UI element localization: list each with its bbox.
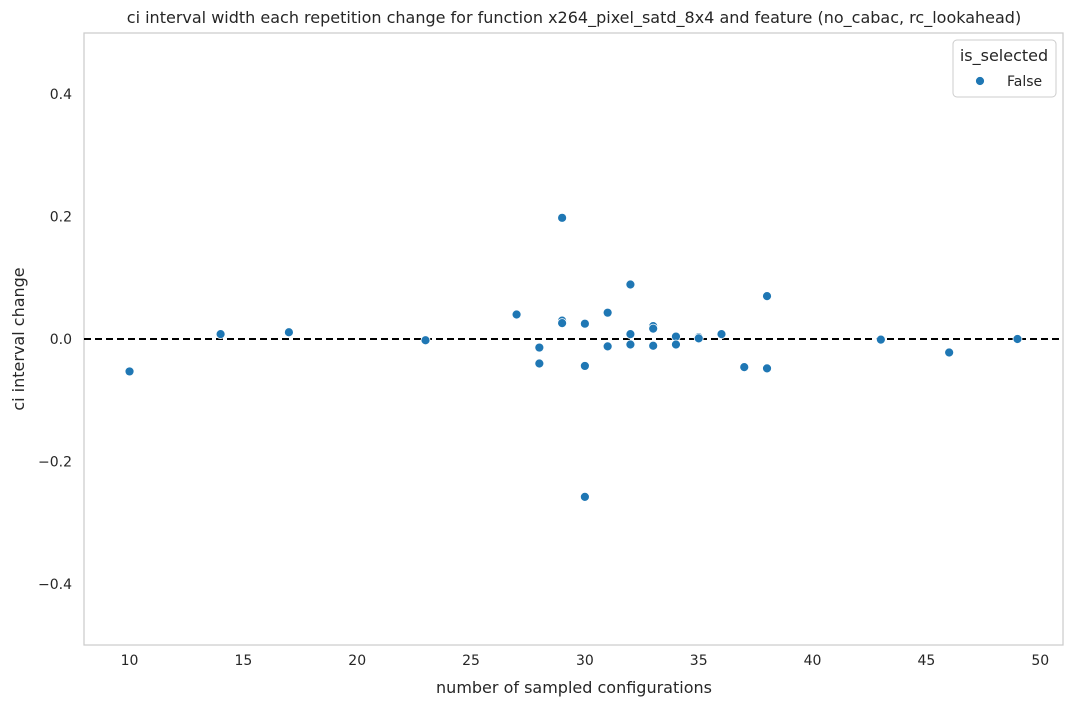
legend-title: is_selected (960, 46, 1048, 66)
y-axis-label: ci interval change (9, 267, 28, 410)
x-tick-label: 25 (462, 653, 480, 669)
x-axis-ticks: 10 15 20 25 30 35 40 45 50 (121, 653, 1050, 669)
data-point (671, 339, 681, 350)
data-point (420, 335, 431, 346)
data-point (762, 363, 772, 374)
legend-label-false: False (1007, 74, 1042, 90)
y-tick-label: −0.4 (38, 577, 72, 593)
data-point (944, 347, 955, 358)
data-point (716, 329, 727, 340)
chart-title: ci interval width each repetition change… (127, 8, 1021, 28)
data-point (762, 291, 772, 302)
data-point (557, 318, 568, 328)
x-tick-label: 35 (690, 653, 708, 669)
y-axis-ticks: −0.4 −0.2 0.0 0.2 0.4 (38, 87, 72, 593)
x-tick-label: 15 (234, 653, 252, 669)
data-point (648, 323, 659, 334)
plot-area (83, 32, 1064, 646)
data-point (602, 307, 613, 318)
x-tick-label: 10 (121, 653, 139, 669)
data-point (534, 342, 545, 353)
data-point (625, 329, 636, 340)
x-tick-label: 45 (917, 653, 935, 669)
data-point (511, 309, 522, 320)
y-tick-label: 0.2 (50, 210, 72, 226)
data-point (739, 362, 750, 373)
data-point (625, 279, 636, 290)
data-point (875, 334, 886, 345)
data-point (648, 340, 659, 351)
data-point (215, 329, 226, 340)
data-point (124, 366, 135, 377)
x-tick-label: 50 (1031, 653, 1049, 669)
legend-marker-false (975, 76, 985, 86)
data-point (579, 361, 590, 371)
data-point (534, 358, 545, 369)
y-tick-label: −0.2 (38, 454, 72, 470)
data-point (579, 318, 590, 329)
y-tick-label: 0.4 (50, 87, 72, 103)
x-tick-label: 20 (348, 653, 366, 669)
data-point (557, 212, 568, 223)
legend: is_selected False (952, 39, 1057, 98)
x-axis-label: number of sampled configurations (436, 678, 712, 697)
y-tick-label: 0.0 (50, 332, 72, 348)
data-point (579, 491, 590, 502)
data-point (284, 327, 294, 338)
data-point (602, 341, 613, 352)
data-point (1012, 334, 1023, 344)
data-point (693, 333, 704, 344)
data-points (124, 212, 1023, 502)
data-point (625, 339, 636, 350)
x-tick-label: 30 (576, 653, 594, 669)
x-tick-label: 40 (804, 653, 822, 669)
